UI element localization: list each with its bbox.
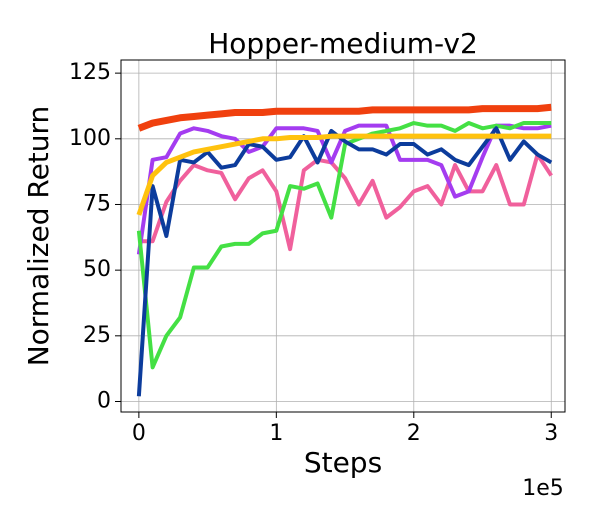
x-tick-label: 1 xyxy=(269,421,283,446)
y-tick-label: 50 xyxy=(83,257,111,282)
x-tick-label: 3 xyxy=(544,421,558,446)
series-line xyxy=(137,103,552,132)
series-line xyxy=(136,123,552,255)
x-offset-label: 1e5 xyxy=(522,476,564,501)
plot-frame xyxy=(120,59,566,413)
series-line xyxy=(136,121,552,370)
series-line xyxy=(138,152,553,252)
series-line xyxy=(136,133,552,216)
y-axis-label: Normalized Return xyxy=(22,106,55,367)
x-axis-label: Steps xyxy=(304,446,382,479)
series-line xyxy=(136,126,553,397)
y-tick-label: 25 xyxy=(83,323,111,348)
x-tick-label: 2 xyxy=(407,421,421,446)
y-tick-label: 0 xyxy=(97,388,111,413)
chart-title: Hopper-medium-v2 xyxy=(208,27,478,60)
y-tick-label: 75 xyxy=(83,191,111,216)
y-tick-label: 100 xyxy=(69,126,111,151)
y-tick-label: 125 xyxy=(69,60,111,85)
x-tick-label: 0 xyxy=(132,421,146,446)
